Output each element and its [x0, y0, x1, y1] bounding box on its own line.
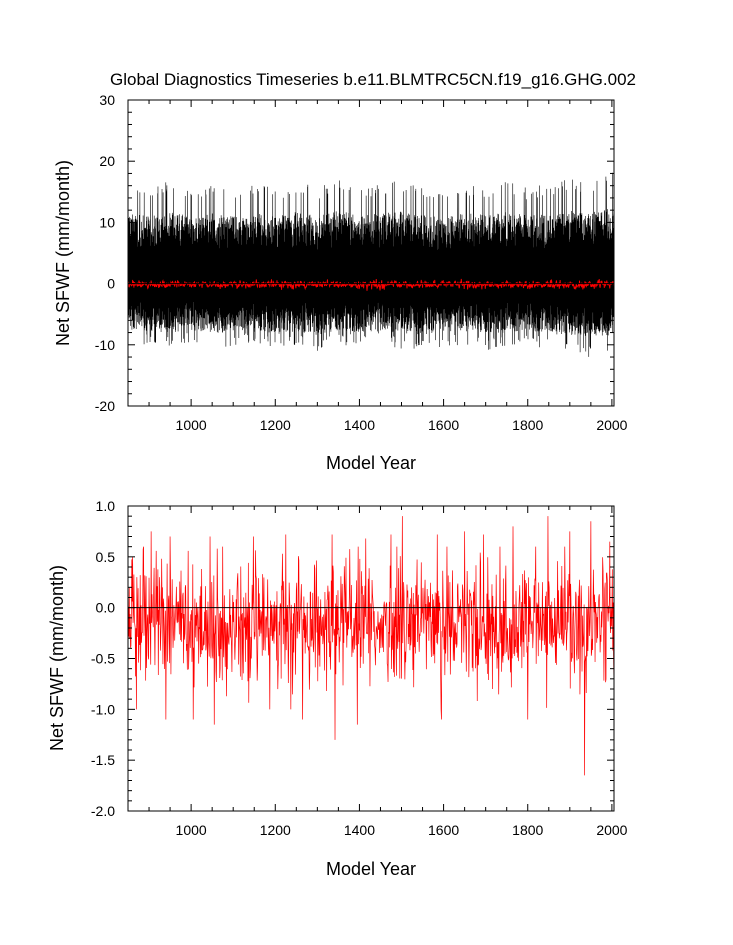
y-tick-label: -10: [95, 337, 115, 353]
y-tick-label: 10: [99, 214, 115, 230]
top-y-axis-label: Net SFWF (mm/month): [53, 160, 73, 346]
x-tick-label: 1800: [512, 417, 543, 433]
top-ticks: 1000 1200 1400 1600 1800 2000 -20 -10 0 10 20 30: [95, 92, 628, 433]
bottom-x-axis-label: Model Year: [326, 859, 416, 879]
series-annual-red: [128, 516, 614, 776]
series-annual-red: [128, 278, 614, 291]
top-x-axis-label: Model Year: [326, 453, 416, 473]
y-tick-label: -1.0: [91, 701, 115, 717]
bottom-y-axis-label: Net SFWF (mm/month): [47, 565, 67, 751]
y-tick-label: -1.5: [91, 752, 115, 768]
series-monthly-black: [128, 171, 614, 357]
y-tick-label: -20: [95, 398, 115, 414]
x-tick-label: 1800: [512, 822, 543, 838]
bottom-series-layer: [128, 516, 614, 776]
x-tick-label: 1200: [260, 417, 291, 433]
top-plot-area: 1000 1200 1400 1600 1800 2000 -20 -10 0 10 20 30: [95, 92, 628, 433]
top-series-layer: [128, 171, 614, 357]
x-tick-label: 2000: [596, 822, 627, 838]
y-tick-label: -2.0: [91, 803, 115, 819]
top-plot-clip: [128, 171, 614, 357]
y-tick-label: 30: [99, 92, 115, 108]
y-tick-label: 0: [107, 276, 115, 292]
bottom-panel: 1000 1200 1400 1600 1800 2000 -2.0 -1.5 -1.0 -0.5…: [47, 498, 628, 879]
top-panel: Global Diagnostics Timeseries b.e11.BLMT…: [53, 70, 636, 473]
y-tick-label: -0.5: [91, 651, 115, 667]
y-tick-label: 0.0: [96, 600, 116, 616]
x-tick-label: 1400: [344, 417, 375, 433]
bottom-plot-clip: [128, 516, 614, 776]
x-tick-label: 1000: [176, 417, 207, 433]
y-tick-label: 20: [99, 153, 115, 169]
x-tick-label: 1600: [428, 417, 459, 433]
y-tick-label: 0.5: [96, 549, 116, 565]
x-tick-label: 1400: [344, 822, 375, 838]
x-tick-label: 1000: [176, 822, 207, 838]
x-tick-label: 2000: [596, 417, 627, 433]
x-tick-label: 1200: [260, 822, 291, 838]
y-tick-label: 1.0: [96, 498, 116, 514]
x-tick-label: 1600: [428, 822, 459, 838]
chart-title: Global Diagnostics Timeseries b.e11.BLMT…: [110, 70, 636, 89]
top-plot-frame: [127, 99, 615, 407]
bottom-plot-area: 1000 1200 1400 1600 1800 2000 -2.0 -1.5 -1.0 -0.5…: [91, 498, 628, 838]
bottom-plot-frame: [127, 505, 615, 812]
bottom-ticks: 1000 1200 1400 1600 1800 2000 -2.0 -1.5 -1.0 -0.5…: [91, 498, 628, 838]
